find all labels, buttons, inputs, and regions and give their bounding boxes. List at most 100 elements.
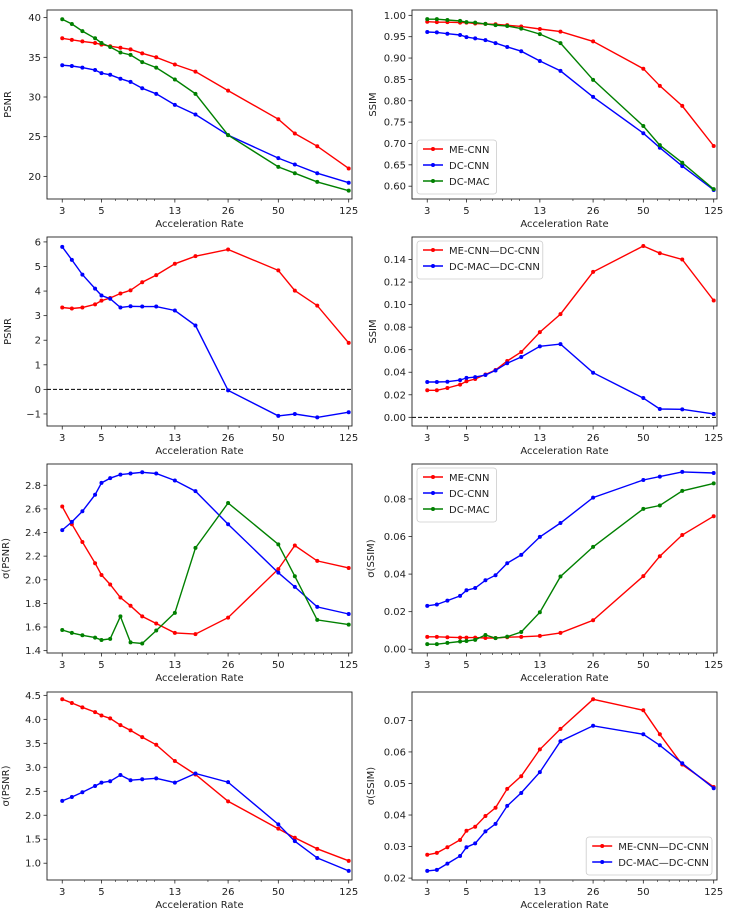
data-point (505, 361, 510, 366)
data-point (118, 723, 123, 728)
x-tick-label: 50 (272, 660, 285, 671)
data-point (69, 519, 74, 524)
data-point (172, 102, 177, 107)
series-line (61, 772, 349, 872)
data-point (93, 492, 98, 497)
x-tick-label: 3 (59, 206, 65, 217)
data-point (69, 21, 74, 26)
x-axis-label: Acceleration Rate (520, 219, 608, 230)
legend-item: DC-MAC—DC-CNN (423, 262, 540, 273)
data-point (425, 388, 430, 393)
y-tick-label: 0.04 (384, 811, 406, 822)
y-tick-label: 4.0 (25, 715, 41, 726)
y-tick-label: 0.14 (384, 255, 406, 266)
data-point (99, 713, 104, 718)
data-point (108, 636, 113, 641)
y-tick-label: 1.8 (25, 599, 41, 610)
y-tick-label: 0 (35, 385, 41, 396)
y-axis-label: PSNR (3, 91, 14, 118)
series-line (61, 18, 349, 192)
data-point (140, 60, 145, 65)
data-point (315, 171, 320, 176)
series-dc-mac-dc-cnn (425, 342, 716, 416)
data-point (711, 514, 716, 519)
data-point (128, 603, 133, 608)
y-tick-label: −1 (26, 409, 41, 420)
series-line (427, 21, 715, 147)
data-point (108, 72, 113, 77)
data-point (292, 574, 297, 579)
data-point (558, 574, 563, 579)
data-point (657, 406, 662, 411)
data-point (458, 378, 463, 383)
data-point (193, 91, 198, 96)
x-axis-label: Acceleration Rate (155, 446, 243, 457)
x-tick-label: 13 (168, 206, 181, 217)
data-point (154, 776, 159, 781)
data-point (519, 634, 524, 639)
data-point (193, 632, 198, 637)
legend-item: ME-CNN (423, 145, 490, 156)
data-point (118, 45, 123, 50)
data-point (558, 312, 563, 317)
series-line (61, 246, 349, 419)
data-point (69, 64, 74, 69)
data-point (93, 41, 98, 46)
data-point (493, 821, 498, 826)
data-point (292, 162, 297, 167)
y-tick-label: 0.07 (384, 716, 406, 727)
data-point (641, 477, 646, 482)
data-point (493, 573, 498, 578)
data-point (425, 852, 430, 857)
data-point (193, 69, 198, 74)
axes-frame (411, 463, 718, 654)
data-point (519, 49, 524, 54)
data-point (315, 846, 320, 851)
data-point (193, 254, 198, 259)
y-axis-label: SSIM (368, 319, 379, 343)
x-tick-label: 5 (98, 660, 104, 671)
x-tick-label: 26 (222, 660, 235, 671)
legend-marker (431, 147, 435, 151)
data-point (292, 584, 297, 589)
data-point (60, 63, 65, 68)
data-point (591, 723, 596, 728)
data-point (657, 143, 662, 148)
data-point (118, 291, 123, 296)
legend-marker (600, 844, 605, 848)
data-point (505, 803, 510, 808)
data-point (434, 602, 439, 607)
data-point (226, 522, 231, 527)
y-axis-label: PSNR (3, 318, 14, 345)
series-dc-mac-dc-cnn (425, 723, 716, 873)
series-line (427, 343, 714, 415)
data-point (458, 837, 463, 842)
series-dc-cnn (425, 29, 716, 193)
series-me-cnn-dc-cnn (60, 697, 351, 863)
data-point (276, 117, 281, 122)
series-line (427, 515, 715, 639)
data-point (641, 131, 646, 136)
data-point (445, 18, 450, 23)
y-tick-label: 0.02 (384, 874, 406, 885)
series-me-cnn (425, 514, 716, 640)
data-point (226, 133, 231, 138)
data-point (434, 850, 439, 855)
data-point (315, 415, 320, 420)
data-point (80, 65, 85, 70)
data-point (276, 164, 281, 169)
x-tick-label: 50 (272, 887, 285, 898)
series-line (62, 64, 349, 184)
data-point (60, 504, 65, 509)
axes-frame (46, 9, 353, 200)
data-point (154, 742, 159, 747)
data-point (473, 841, 478, 846)
data-point (657, 474, 662, 479)
data-point (315, 855, 320, 860)
data-point (172, 77, 177, 82)
legend-label: ME-CNN (449, 145, 490, 156)
y-tick-label: 0.05 (384, 779, 406, 790)
data-point (473, 585, 478, 590)
y-tick-label: 4.5 (25, 691, 41, 702)
axes-frame (411, 9, 718, 200)
